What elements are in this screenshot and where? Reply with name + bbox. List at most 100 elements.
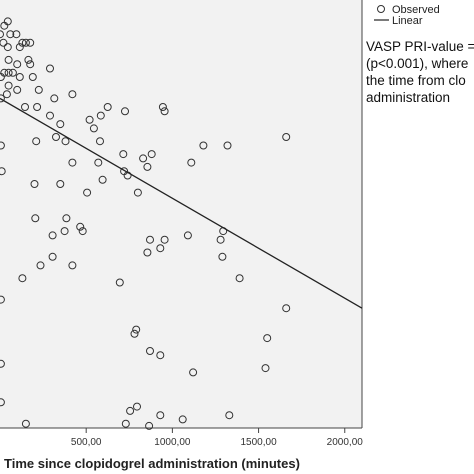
data-point xyxy=(146,235,154,244)
data-point xyxy=(18,38,27,47)
data-point xyxy=(96,111,105,120)
data-point xyxy=(48,231,57,240)
data-point xyxy=(15,43,24,52)
data-point xyxy=(21,103,29,111)
legend-observed-marker xyxy=(377,5,385,13)
linear-fit-line xyxy=(0,97,363,309)
data-point xyxy=(3,43,12,52)
data-point xyxy=(218,252,227,261)
data-point xyxy=(178,415,187,424)
data-point xyxy=(46,64,54,73)
data-point xyxy=(235,274,244,283)
data-point xyxy=(225,411,234,420)
note-line: the time from clo xyxy=(366,73,466,88)
data-point xyxy=(26,60,35,69)
data-point xyxy=(50,94,59,103)
x-axis-label: Time since clopidogrel administration (m… xyxy=(4,456,300,471)
data-point xyxy=(98,175,107,184)
data-point xyxy=(143,162,152,171)
data-point xyxy=(31,214,40,223)
data-point xyxy=(4,68,13,77)
data-point xyxy=(89,124,98,133)
data-point xyxy=(146,347,154,355)
data-point xyxy=(4,55,13,64)
data-point xyxy=(83,188,92,197)
data-point xyxy=(78,227,87,236)
data-point xyxy=(68,261,77,270)
data-point xyxy=(0,167,6,176)
data-point xyxy=(121,107,129,116)
data-point xyxy=(4,81,13,90)
data-point xyxy=(48,252,57,261)
data-point xyxy=(68,158,77,167)
data-point xyxy=(15,73,24,81)
x-tick-label: 1500,00 xyxy=(240,437,277,448)
data-point xyxy=(0,38,8,47)
data-point xyxy=(36,261,45,270)
note-line: (p<0.001), where xyxy=(366,56,469,71)
data-point xyxy=(12,30,21,39)
data-point xyxy=(282,304,291,313)
legend: Observed Linear xyxy=(374,4,440,27)
regression-note: VASP PRI-value = (p<0.001), where the ti… xyxy=(366,38,474,106)
data-point xyxy=(0,30,4,39)
data-point xyxy=(133,188,142,197)
data-point xyxy=(187,158,196,167)
data-point xyxy=(0,68,9,77)
data-point xyxy=(263,334,272,343)
x-axis-ticks: 500,00 1000,00 1500,00 2000,00 xyxy=(71,428,363,448)
data-point xyxy=(223,141,232,150)
data-point xyxy=(56,120,65,129)
data-point xyxy=(33,103,42,111)
data-point xyxy=(156,411,165,420)
data-point xyxy=(26,38,35,47)
data-point xyxy=(160,107,169,116)
data-point xyxy=(103,103,112,111)
observed-points xyxy=(0,17,291,430)
data-point xyxy=(6,30,15,39)
data-point xyxy=(158,103,167,111)
data-point xyxy=(0,398,5,407)
data-point xyxy=(261,364,270,373)
data-point xyxy=(94,158,103,167)
data-point xyxy=(216,235,225,244)
data-point xyxy=(18,274,27,283)
data-point xyxy=(0,94,5,103)
data-point xyxy=(0,295,5,304)
data-point xyxy=(189,368,198,377)
data-point xyxy=(3,17,12,26)
plot-background xyxy=(0,0,362,428)
x-tick-label: 1000,00 xyxy=(154,437,191,448)
data-point xyxy=(96,137,104,146)
note-line: administration xyxy=(366,90,451,105)
data-point xyxy=(156,351,165,360)
data-point xyxy=(32,137,41,146)
data-point xyxy=(126,406,135,415)
data-point xyxy=(8,68,17,77)
data-point xyxy=(282,133,291,141)
data-point xyxy=(62,214,71,223)
data-point xyxy=(34,85,43,94)
data-point xyxy=(2,90,11,99)
data-point xyxy=(132,325,141,334)
x-tick-label: 500,00 xyxy=(71,437,102,448)
data-point xyxy=(160,235,169,244)
data-point xyxy=(13,85,22,94)
data-point xyxy=(139,154,148,163)
note-line: VASP PRI-value = xyxy=(366,39,474,54)
x-tick-label: 2000,00 xyxy=(327,437,364,448)
data-point xyxy=(21,38,30,47)
data-point xyxy=(30,180,39,188)
data-point xyxy=(61,137,70,146)
data-point xyxy=(119,150,128,159)
data-point xyxy=(13,60,22,69)
data-point xyxy=(85,115,94,124)
data-point xyxy=(133,402,141,411)
data-point xyxy=(24,55,33,64)
data-point xyxy=(60,227,69,236)
data-point xyxy=(0,141,5,150)
data-point xyxy=(130,329,139,338)
linear-fit xyxy=(0,97,363,309)
data-point xyxy=(121,419,130,428)
